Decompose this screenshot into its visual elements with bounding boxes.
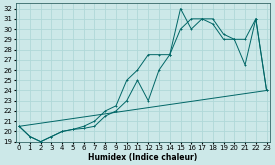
X-axis label: Humidex (Indice chaleur): Humidex (Indice chaleur) [88,152,197,162]
